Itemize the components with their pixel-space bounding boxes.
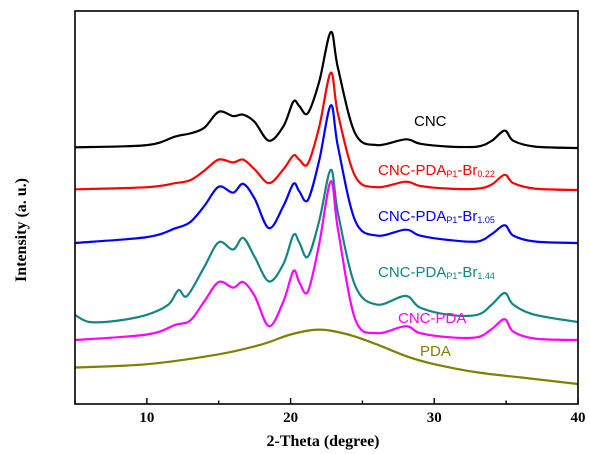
series-label-0: CNC	[414, 113, 447, 130]
y-axis-title: Intensity (a. u.)	[13, 178, 30, 282]
x-axis-title: 2-Theta (degree)	[267, 433, 380, 450]
x-tick-label-10: 10	[139, 410, 154, 426]
series-line-2	[74, 104, 579, 245]
series-label-3: CNC-PDAP1-Br1.44	[378, 264, 495, 281]
axes: 10 20 30 40	[74, 10, 586, 426]
series-label-4: CNC-PDA	[398, 310, 466, 327]
plot-frame	[74, 10, 579, 405]
series-label-2: CNC-PDAP1-Br1.05	[378, 208, 495, 225]
series-line-5	[74, 328, 579, 386]
series-line-3	[74, 168, 579, 324]
series-line-1	[74, 71, 579, 192]
series-label-5: PDA	[420, 343, 451, 360]
x-tick-label-30: 30	[427, 410, 442, 426]
x-tick-label-40: 40	[571, 410, 586, 426]
series-line-0	[74, 30, 579, 150]
series-line-4	[74, 180, 579, 342]
curves	[74, 30, 579, 386]
series-label-1: CNC-PDAP1-Br0.22	[378, 162, 495, 179]
x-tick-label-20: 20	[283, 410, 298, 426]
series-labels: CNC CNC-PDAP1-Br0.22 CNC-PDAP1-Br1.05 CNC-P…	[378, 113, 495, 360]
